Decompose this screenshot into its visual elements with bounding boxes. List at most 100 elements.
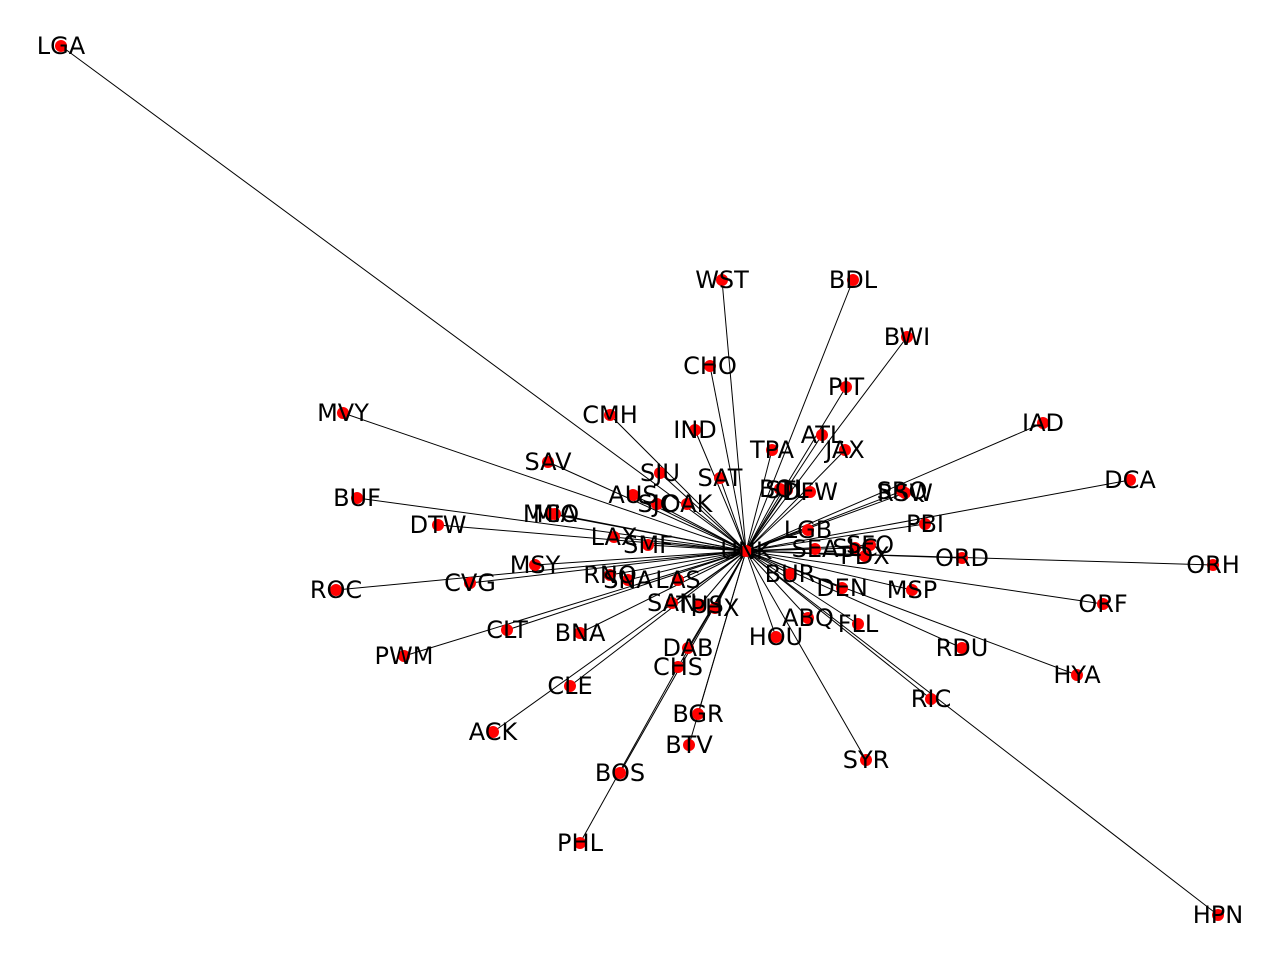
node-pdx (859, 550, 871, 562)
node-label-bgr: BGR (672, 700, 723, 728)
node-label-msy: MSY (510, 551, 561, 579)
node-unk (740, 545, 752, 557)
node-stl (781, 484, 793, 496)
edge-unk-wst (721, 279, 747, 552)
node-dab (682, 642, 694, 654)
node-tpa (766, 444, 778, 456)
node-label-smf: SMF (623, 531, 673, 559)
node-bur (784, 568, 796, 580)
node-sju (654, 467, 666, 479)
node-label-bna: BNA (555, 619, 606, 647)
edge-unk-dca (745, 479, 1131, 552)
node-dtw (432, 519, 444, 531)
node-wst (716, 274, 728, 286)
node-ord (956, 552, 968, 564)
node-ack (487, 726, 499, 738)
node-label-srq: SRQ (877, 477, 928, 505)
node-sav (542, 456, 554, 468)
node-cho (704, 360, 716, 372)
node-label-mco: MCO (523, 500, 579, 528)
node-label-rno: RNO (583, 561, 637, 589)
node-label-ack: ACK (469, 718, 519, 746)
edge-unk-tus (699, 550, 747, 606)
node-las (672, 574, 684, 586)
edge-unk-abq (745, 550, 809, 619)
edge-unk-ack (492, 550, 747, 733)
node-clt (501, 624, 513, 636)
node-buf (351, 492, 363, 504)
node-label-phx: PHX (691, 594, 740, 622)
edge-unk-sju (659, 472, 747, 552)
node-aus (627, 489, 639, 501)
node-roc (330, 584, 342, 596)
node-label-bdl: BDL (829, 266, 878, 294)
node-label-dfw: DFW (782, 478, 838, 506)
edge-unk-dtw (437, 524, 747, 552)
edge-chs-phl (579, 666, 679, 844)
edge-unk-lax (613, 536, 747, 552)
node-label-rsw: RSW (877, 479, 933, 507)
node-btv (683, 739, 695, 751)
node-bwi (901, 331, 913, 343)
node-syr (860, 754, 872, 766)
node-oak (681, 498, 693, 510)
node-label-phl: PHL (557, 829, 604, 857)
node-ric (925, 693, 937, 705)
node-label-cmh: CMH (582, 401, 638, 429)
edge-unk-hpn (745, 550, 1219, 916)
node-hya (1071, 669, 1083, 681)
edge-unk-boi (745, 488, 781, 552)
node-label-ord: ORD (935, 544, 989, 572)
node-label-hya: HYA (1053, 661, 1101, 689)
edge-unk-ind (694, 429, 747, 552)
node-sjc (651, 498, 663, 510)
edge-unk-oak (686, 503, 747, 552)
node-label-pdx: PDX (840, 542, 889, 570)
edge-unk-sjc (656, 503, 747, 552)
node-layer (55, 40, 1224, 921)
node-label-hpn: HPN (1193, 901, 1243, 929)
node-chs (672, 661, 684, 673)
edge-unk-clt (506, 550, 747, 631)
node-orf (1097, 598, 1109, 610)
node-sea (809, 543, 821, 555)
node-fll (852, 618, 864, 630)
edge-unk-smf (647, 544, 747, 552)
node-sna (622, 574, 634, 586)
node-label-cho: CHO (683, 352, 737, 380)
edge-unk-pwm (403, 550, 747, 657)
node-label-pwm: PWM (375, 642, 434, 670)
node-slc (849, 542, 861, 554)
node-msp (906, 584, 918, 596)
node-label-pbi: PBI (906, 510, 944, 538)
node-label-sfo: SFO (846, 531, 894, 559)
edge-unk-cho (709, 365, 747, 552)
node-label-cle: CLE (547, 672, 592, 700)
node-label-dca: DCA (1104, 466, 1156, 494)
node-label-sna: SNA (603, 566, 653, 594)
node-orh (1207, 559, 1219, 571)
node-label-bwi: BWI (884, 323, 930, 351)
edge-unk-orh (745, 550, 1214, 566)
node-iad (1037, 417, 1049, 429)
node-label-stl: STL (765, 476, 809, 504)
node-label-roc: ROC (310, 576, 362, 604)
node-ind (689, 424, 701, 436)
node-label-den: DEN (816, 574, 868, 602)
node-label-clt: CLT (486, 616, 528, 644)
node-den (836, 582, 848, 594)
edge-unk-lgb (745, 529, 809, 552)
edge-unk-bdl (745, 279, 854, 552)
edge-unk-mia (554, 513, 747, 552)
node-rdu (956, 642, 968, 654)
edge-unk-sat (719, 477, 747, 552)
edge-layer (60, 45, 1219, 916)
node-label-sea: SEA (792, 535, 839, 563)
edge-unk-rsw (745, 492, 906, 552)
edge-unk-msy (534, 550, 747, 566)
node-bdl (847, 274, 859, 286)
node-san (666, 597, 678, 609)
edge-unk-stl (745, 489, 788, 552)
node-label-bur: BUR (765, 560, 816, 588)
